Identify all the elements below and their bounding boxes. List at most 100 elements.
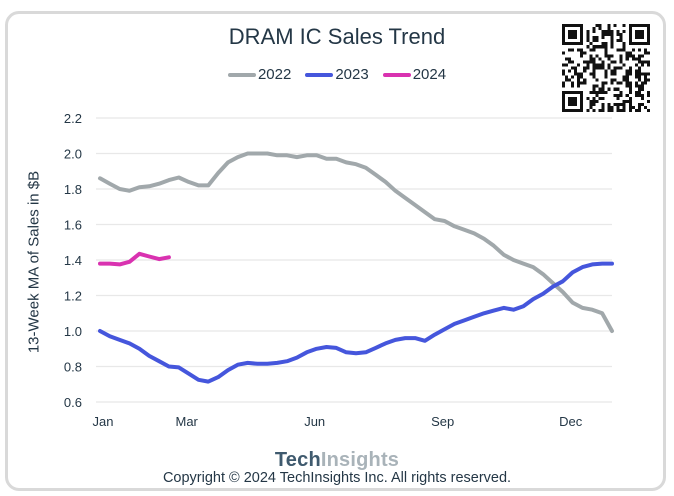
qr-module	[640, 54, 644, 58]
qr-module	[604, 33, 608, 37]
qr-module	[586, 96, 590, 100]
qr-module	[616, 102, 620, 106]
qr-module	[589, 72, 593, 76]
qr-module	[646, 27, 650, 31]
qr-module	[589, 60, 593, 64]
qr-module	[637, 108, 641, 112]
qr-module	[589, 99, 593, 103]
qr-module	[619, 60, 623, 64]
qr-module	[586, 33, 590, 37]
qr-module	[625, 57, 629, 61]
qr-module	[634, 24, 638, 28]
qr-module	[562, 108, 566, 112]
qr-module	[610, 78, 614, 82]
qr-module	[628, 72, 632, 76]
qr-module	[631, 105, 635, 109]
qr-module	[634, 75, 638, 79]
qr-module	[634, 36, 638, 40]
qr-module	[601, 90, 605, 94]
qr-module	[604, 75, 608, 79]
qr-module	[601, 36, 605, 40]
qr-module	[574, 42, 578, 46]
qr-module	[610, 33, 614, 37]
qr-module	[589, 54, 593, 58]
qr-module	[604, 48, 608, 52]
qr-module	[607, 54, 611, 58]
qr-module	[637, 84, 641, 88]
qr-module	[577, 108, 581, 112]
qr-module	[637, 42, 641, 46]
qr-module	[604, 54, 608, 58]
legend-item-2024: 2024	[382, 66, 446, 83]
qr-module	[604, 81, 608, 85]
qr-module	[628, 81, 632, 85]
qr-module	[592, 90, 596, 94]
qr-module	[610, 81, 614, 85]
qr-module	[580, 39, 584, 43]
qr-module	[628, 108, 632, 112]
qr-module	[619, 48, 623, 52]
series-line-2022	[98, 151, 614, 333]
qr-module	[562, 102, 566, 106]
qr-module	[589, 102, 593, 106]
qr-module	[619, 33, 623, 37]
qr-module	[646, 24, 650, 28]
logo-tech: Tech	[274, 449, 321, 471]
qr-module	[571, 84, 575, 88]
qr-module	[622, 24, 626, 28]
qr-module	[628, 54, 632, 58]
qr-module	[598, 27, 602, 31]
qr-module	[607, 105, 611, 109]
qr-module	[577, 72, 581, 76]
qr-module	[583, 69, 587, 73]
qr-module	[580, 90, 584, 94]
qr-module	[619, 81, 623, 85]
qr-module	[592, 69, 596, 73]
qr-module	[574, 24, 578, 28]
y-tick-label: 1.0	[64, 324, 82, 339]
qr-module	[625, 84, 629, 88]
qr-module	[622, 99, 626, 103]
qr-module	[574, 72, 578, 76]
qr-module	[637, 69, 641, 73]
qr-module	[586, 45, 590, 49]
qr-module	[601, 84, 605, 88]
legend-label-2022: 2022	[257, 66, 292, 83]
x-tick-label: Mar	[175, 414, 198, 429]
qr-module	[619, 66, 623, 70]
qr-module	[595, 66, 599, 70]
qr-module	[595, 99, 599, 103]
qr-module	[616, 30, 620, 34]
qr-module	[631, 57, 635, 61]
qr-module	[562, 93, 566, 97]
qr-module	[580, 102, 584, 106]
qr-module	[595, 39, 599, 43]
qr-module	[634, 93, 638, 97]
qr-module	[610, 54, 614, 58]
qr-module	[643, 81, 647, 85]
qr-module	[601, 63, 605, 67]
qr-module	[643, 51, 647, 55]
qr-module	[610, 69, 614, 73]
qr-module	[637, 36, 641, 40]
qr-module	[613, 87, 617, 91]
qr-module	[568, 42, 572, 46]
qr-code	[562, 24, 650, 112]
chart-frame	[5, 11, 666, 491]
qr-module	[592, 57, 596, 61]
qr-module	[592, 48, 596, 52]
qr-module	[592, 45, 596, 49]
y-tick-label: 2.2	[64, 111, 82, 126]
qr-module	[571, 75, 575, 79]
qr-module	[601, 66, 605, 70]
qr-module	[613, 69, 617, 73]
qr-module	[616, 87, 620, 91]
qr-module	[571, 99, 575, 103]
qr-module	[601, 96, 605, 100]
qr-module	[580, 48, 584, 52]
qr-module	[628, 30, 632, 34]
qr-module	[628, 27, 632, 31]
qr-module	[568, 69, 572, 73]
qr-module	[628, 42, 632, 46]
qr-module	[646, 39, 650, 43]
